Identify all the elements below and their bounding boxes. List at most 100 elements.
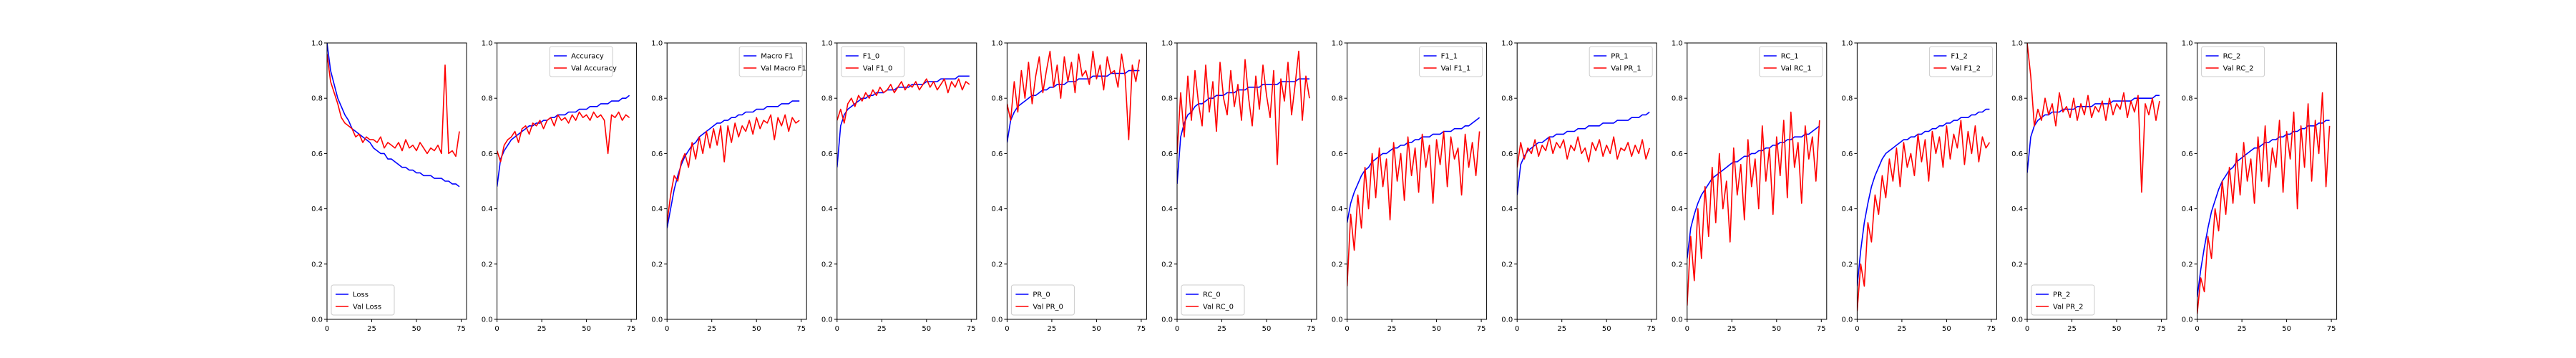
legend: PR_1 Val PR_1 [1589, 46, 1653, 77]
x-tick-label: 25 [1217, 325, 1226, 333]
legend-label: PR_2 [2053, 291, 2070, 299]
y-tick-label: 0.2 [311, 261, 323, 268]
legend-label: Loss [353, 291, 369, 299]
legend-label: Val RC_1 [1781, 65, 1812, 73]
val-series-line [1007, 50, 1141, 140]
axes-frame [1687, 42, 1828, 320]
legend-label: Val RC_2 [2223, 65, 2254, 73]
legend-label: RC_1 [1781, 53, 1799, 61]
val-series-line [2027, 43, 2160, 193]
legend-box [331, 284, 395, 316]
subplot-1: 0 25 50 75 0.0 0.2 0.4 0.6 0.8 1.0 Loss Val Loss [311, 40, 467, 333]
legend-label: Val Accuracy [571, 65, 617, 73]
x-tick-label: 0 [494, 325, 499, 333]
y-tick-label: 1.0 [651, 40, 663, 48]
x-tick-label: 50 [2282, 325, 2291, 333]
y-tick-label: 0.8 [2011, 95, 2023, 103]
legend-label: F1_0 [863, 53, 879, 61]
x-tick-label: 0 [325, 325, 329, 333]
y-tick-label: 0.8 [651, 95, 663, 103]
legend-box [2201, 46, 2265, 77]
x-tick-label: 25 [1048, 325, 1057, 333]
legend-box [2031, 284, 2095, 316]
legend-box [1759, 46, 1823, 77]
y-tick-label: 0.4 [2182, 205, 2193, 213]
y-tick-label: 0.0 [651, 316, 663, 324]
y-tick-label: 0.0 [1501, 316, 1513, 324]
y-tick-label: 0.8 [1161, 95, 1173, 103]
y-tick-label: 0.2 [821, 261, 833, 268]
y-tick-label: 0.2 [991, 261, 1002, 268]
y-tick-label: 0.8 [1841, 95, 1853, 103]
y-tick-label: 0.8 [1332, 95, 1343, 103]
legend-label: PR_0 [1033, 291, 1050, 299]
y-tick-label: 0.8 [2182, 95, 2193, 103]
axes-frame [1516, 42, 1657, 320]
x-tick-label: 25 [1727, 325, 1737, 333]
x-tick-label: 25 [537, 325, 547, 333]
y-tick-label: 0.2 [1672, 261, 1683, 268]
y-tick-label: 0.8 [821, 95, 833, 103]
legend: PR_2 Val PR_2 [2031, 284, 2095, 316]
train-series-line [1687, 125, 1820, 259]
y-tick-label: 0.0 [482, 316, 493, 324]
legend-label: Val PR_0 [1033, 304, 1063, 311]
legend-label: Val PR_1 [1611, 65, 1641, 73]
legend-label: RC_0 [1203, 291, 1221, 299]
legend-box [1928, 46, 1993, 77]
y-tick-label: 0.0 [311, 316, 323, 324]
axes-frame [2197, 42, 2338, 320]
y-tick-label: 1.0 [2011, 40, 2023, 48]
train-series-line [327, 43, 460, 188]
x-tick-label: 50 [1432, 325, 1441, 333]
train-series-line [1857, 108, 1990, 286]
legend-label: Macro F1 [761, 53, 794, 61]
x-tick-label: 75 [1646, 325, 1656, 333]
x-tick-label: 0 [1855, 325, 1859, 333]
legend: F1_2 Val F1_2 [1928, 46, 1993, 77]
y-tick-label: 0.4 [1841, 205, 1853, 213]
axes-frame [326, 42, 467, 320]
x-tick-label: 75 [1477, 325, 1486, 333]
x-tick-label: 0 [665, 325, 669, 333]
axes-frame [666, 42, 807, 320]
legend: F1_1 Val F1_1 [1419, 46, 1483, 77]
val-series-line [2197, 92, 2331, 314]
y-tick-label: 0.6 [482, 150, 493, 158]
y-tick-label: 0.0 [2011, 316, 2023, 324]
y-tick-label: 1.0 [821, 40, 833, 48]
axes-frame [1176, 42, 1317, 320]
x-tick-label: 75 [2327, 325, 2336, 333]
y-tick-label: 0.0 [1332, 316, 1343, 324]
x-tick-label: 50 [2112, 325, 2122, 333]
y-tick-label: 0.4 [2011, 205, 2023, 213]
x-tick-label: 50 [582, 325, 591, 333]
x-tick-label: 50 [1602, 325, 1611, 333]
y-tick-label: 0.2 [482, 261, 493, 268]
y-tick-label: 0.4 [651, 205, 663, 213]
x-tick-label: 50 [1772, 325, 1781, 333]
legend-box [1010, 284, 1075, 316]
y-tick-label: 0.8 [482, 95, 493, 103]
y-tick-label: 1.0 [1672, 40, 1683, 48]
x-tick-label: 0 [1005, 325, 1009, 333]
y-tick-label: 1.0 [1841, 40, 1853, 48]
legend: Accuracy Val Accuracy [549, 46, 617, 77]
axes-frame [1006, 42, 1147, 320]
legend-box [1181, 284, 1245, 316]
legend-label: Accuracy [571, 53, 604, 61]
x-tick-label: 50 [1942, 325, 1951, 333]
subplot-4: 0 25 50 75 0.0 0.2 0.4 0.6 0.8 1.0 F1_0 Val F1_0 [821, 40, 977, 333]
legend-box [738, 46, 803, 77]
legend-label: Val Macro F1 [761, 65, 806, 73]
y-tick-label: 0.2 [1841, 261, 1853, 268]
y-tick-label: 0.8 [1501, 95, 1513, 103]
y-tick-label: 0.4 [1332, 205, 1343, 213]
y-tick-label: 1.0 [482, 40, 493, 48]
y-tick-label: 0.4 [991, 205, 1002, 213]
y-tick-label: 0.0 [1841, 316, 1853, 324]
val-series-line [1177, 50, 1310, 165]
x-tick-label: 25 [2067, 325, 2077, 333]
